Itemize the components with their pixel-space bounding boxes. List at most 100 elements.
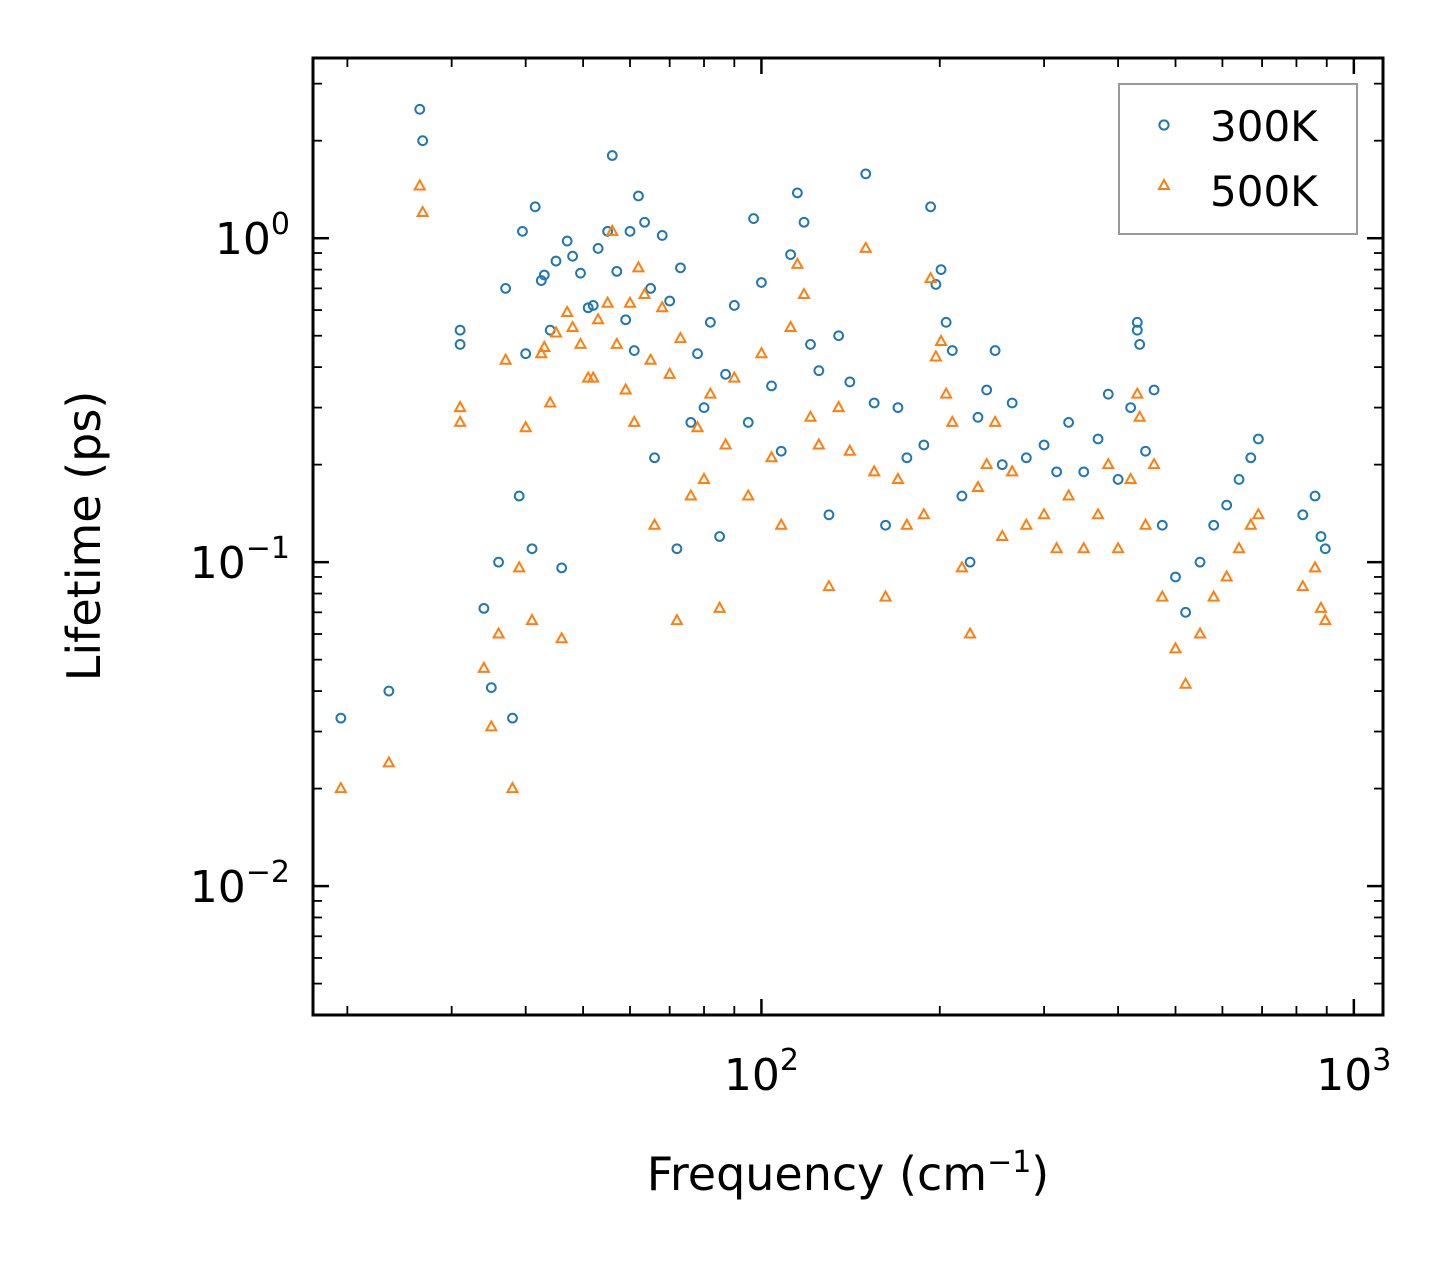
data-point-500k-26 (605, 223, 619, 236)
data-point-300k-94 (1170, 571, 1181, 583)
data-point-500k-19 (560, 304, 574, 317)
data-point-500k-69 (955, 560, 969, 573)
data-point-500k-35 (655, 300, 669, 313)
data-point-300k-81 (1051, 466, 1063, 478)
data-point-300k-0 (335, 712, 347, 724)
data-point-500k-34 (647, 517, 662, 530)
data-point-300k-46 (720, 368, 731, 380)
y-axis-label: Lifetime (ps) (57, 391, 111, 682)
data-point-300k-90 (1134, 339, 1146, 350)
data-point-300k-102 (1297, 509, 1309, 521)
data-point-300k-75 (981, 384, 993, 396)
data-point-300k-23 (575, 267, 586, 279)
data-point-500k-63 (917, 507, 931, 520)
data-point-300k-49 (748, 213, 759, 224)
data-point-500k-18 (554, 631, 569, 644)
data-point-300k-2 (414, 103, 426, 115)
data-point-300k-47 (728, 300, 740, 311)
data-point-500k-20 (565, 319, 580, 333)
data-point-500k-24 (591, 312, 605, 325)
data-point-500k-41 (697, 471, 711, 484)
data-point-500k-59 (867, 464, 881, 477)
data-point-300k-6 (478, 602, 490, 614)
data-point-300k-63 (880, 519, 891, 531)
x-tick-label-1000: 103 (1316, 1043, 1391, 1101)
data-point-500k-74 (995, 528, 1009, 541)
data-point-500k-76 (1019, 517, 1034, 530)
legend-box (1118, 83, 1358, 235)
data-point-300k-9 (500, 282, 512, 294)
data-point-300k-35 (645, 282, 656, 294)
data-point-300k-89 (1131, 324, 1143, 336)
data-point-300k-77 (996, 459, 1008, 471)
data-point-500k-6 (477, 660, 491, 673)
data-point-500k-10 (505, 781, 520, 794)
data-point-500k-45 (727, 370, 742, 383)
data-point-300k-8 (493, 556, 504, 568)
data-point-300k-56 (805, 339, 816, 350)
data-point-300k-37 (656, 230, 668, 241)
data-point-300k-69 (935, 264, 947, 276)
data-point-300k-4 (454, 324, 466, 336)
data-point-300k-71 (946, 345, 958, 356)
data-point-500k-16 (543, 395, 557, 408)
data-point-300k-13 (520, 348, 532, 360)
data-point-300k-29 (611, 265, 623, 277)
data-point-500k-79 (1061, 488, 1076, 501)
data-point-300k-62 (868, 397, 880, 409)
data-point-500k-2 (413, 178, 427, 191)
data-point-300k-65 (901, 452, 913, 464)
data-point-300k-39 (671, 543, 683, 555)
data-point-300k-40 (675, 262, 686, 274)
data-point-300k-30 (620, 314, 632, 326)
data-point-300k-76 (989, 345, 1001, 356)
data-point-300k-33 (633, 190, 644, 202)
data-point-500k-47 (754, 346, 769, 359)
data-point-500k-54 (812, 437, 826, 450)
data-point-500k-61 (891, 471, 905, 484)
data-point-500k-57 (843, 443, 857, 456)
data-point-500k-98 (1296, 579, 1310, 592)
data-point-500k-67 (939, 386, 953, 399)
data-point-500k-3 (415, 205, 430, 218)
data-point-300k-93 (1156, 519, 1168, 531)
data-point-300k-57 (813, 365, 825, 377)
data-point-300k-96 (1194, 556, 1206, 568)
data-point-500k-66 (934, 333, 948, 346)
data-point-500k-39 (684, 488, 698, 501)
legend-label-300k: 300K (1210, 102, 1319, 151)
data-point-300k-24 (582, 302, 594, 314)
data-point-300k-22 (567, 250, 578, 262)
data-point-500k-48 (764, 450, 779, 463)
data-point-500k-87 (1138, 517, 1153, 530)
data-point-300k-61 (860, 168, 872, 180)
data-point-500k-51 (790, 256, 805, 269)
data-point-300k-3 (417, 135, 429, 147)
tick-labels: 102 103 10−2 10−1 100 (190, 207, 1392, 1101)
data-point-500k-14 (534, 346, 548, 359)
y-tick-label-1: 100 (215, 207, 290, 265)
data-point-300k-28 (606, 150, 618, 161)
data-point-300k-44 (704, 316, 716, 328)
y-tick-label-0.1: 10−1 (190, 531, 290, 589)
legend-marker-300k (1158, 119, 1170, 131)
data-point-500k-9 (498, 352, 513, 365)
data-point-500k-72 (979, 457, 994, 470)
data-point-500k-90 (1168, 641, 1183, 654)
data-point-500k-89 (1155, 589, 1170, 602)
data-point-500k-70 (963, 626, 977, 639)
data-point-300k-55 (798, 216, 810, 228)
data-point-300k-67 (925, 201, 936, 213)
data-point-300k-97 (1208, 519, 1220, 531)
data-point-300k-104 (1315, 531, 1327, 542)
data-point-500k-46 (741, 488, 755, 501)
data-point-300k-74 (972, 411, 984, 423)
data-point-500k-78 (1049, 541, 1064, 554)
data-point-300k-42 (692, 348, 703, 360)
data-point-500k-81 (1091, 507, 1105, 520)
data-point-500k-8 (491, 626, 506, 639)
data-point-500k-94 (1219, 569, 1234, 582)
data-point-300k-10 (507, 712, 518, 724)
data-point-300k-38 (664, 295, 676, 307)
data-point-300k-59 (833, 330, 845, 342)
